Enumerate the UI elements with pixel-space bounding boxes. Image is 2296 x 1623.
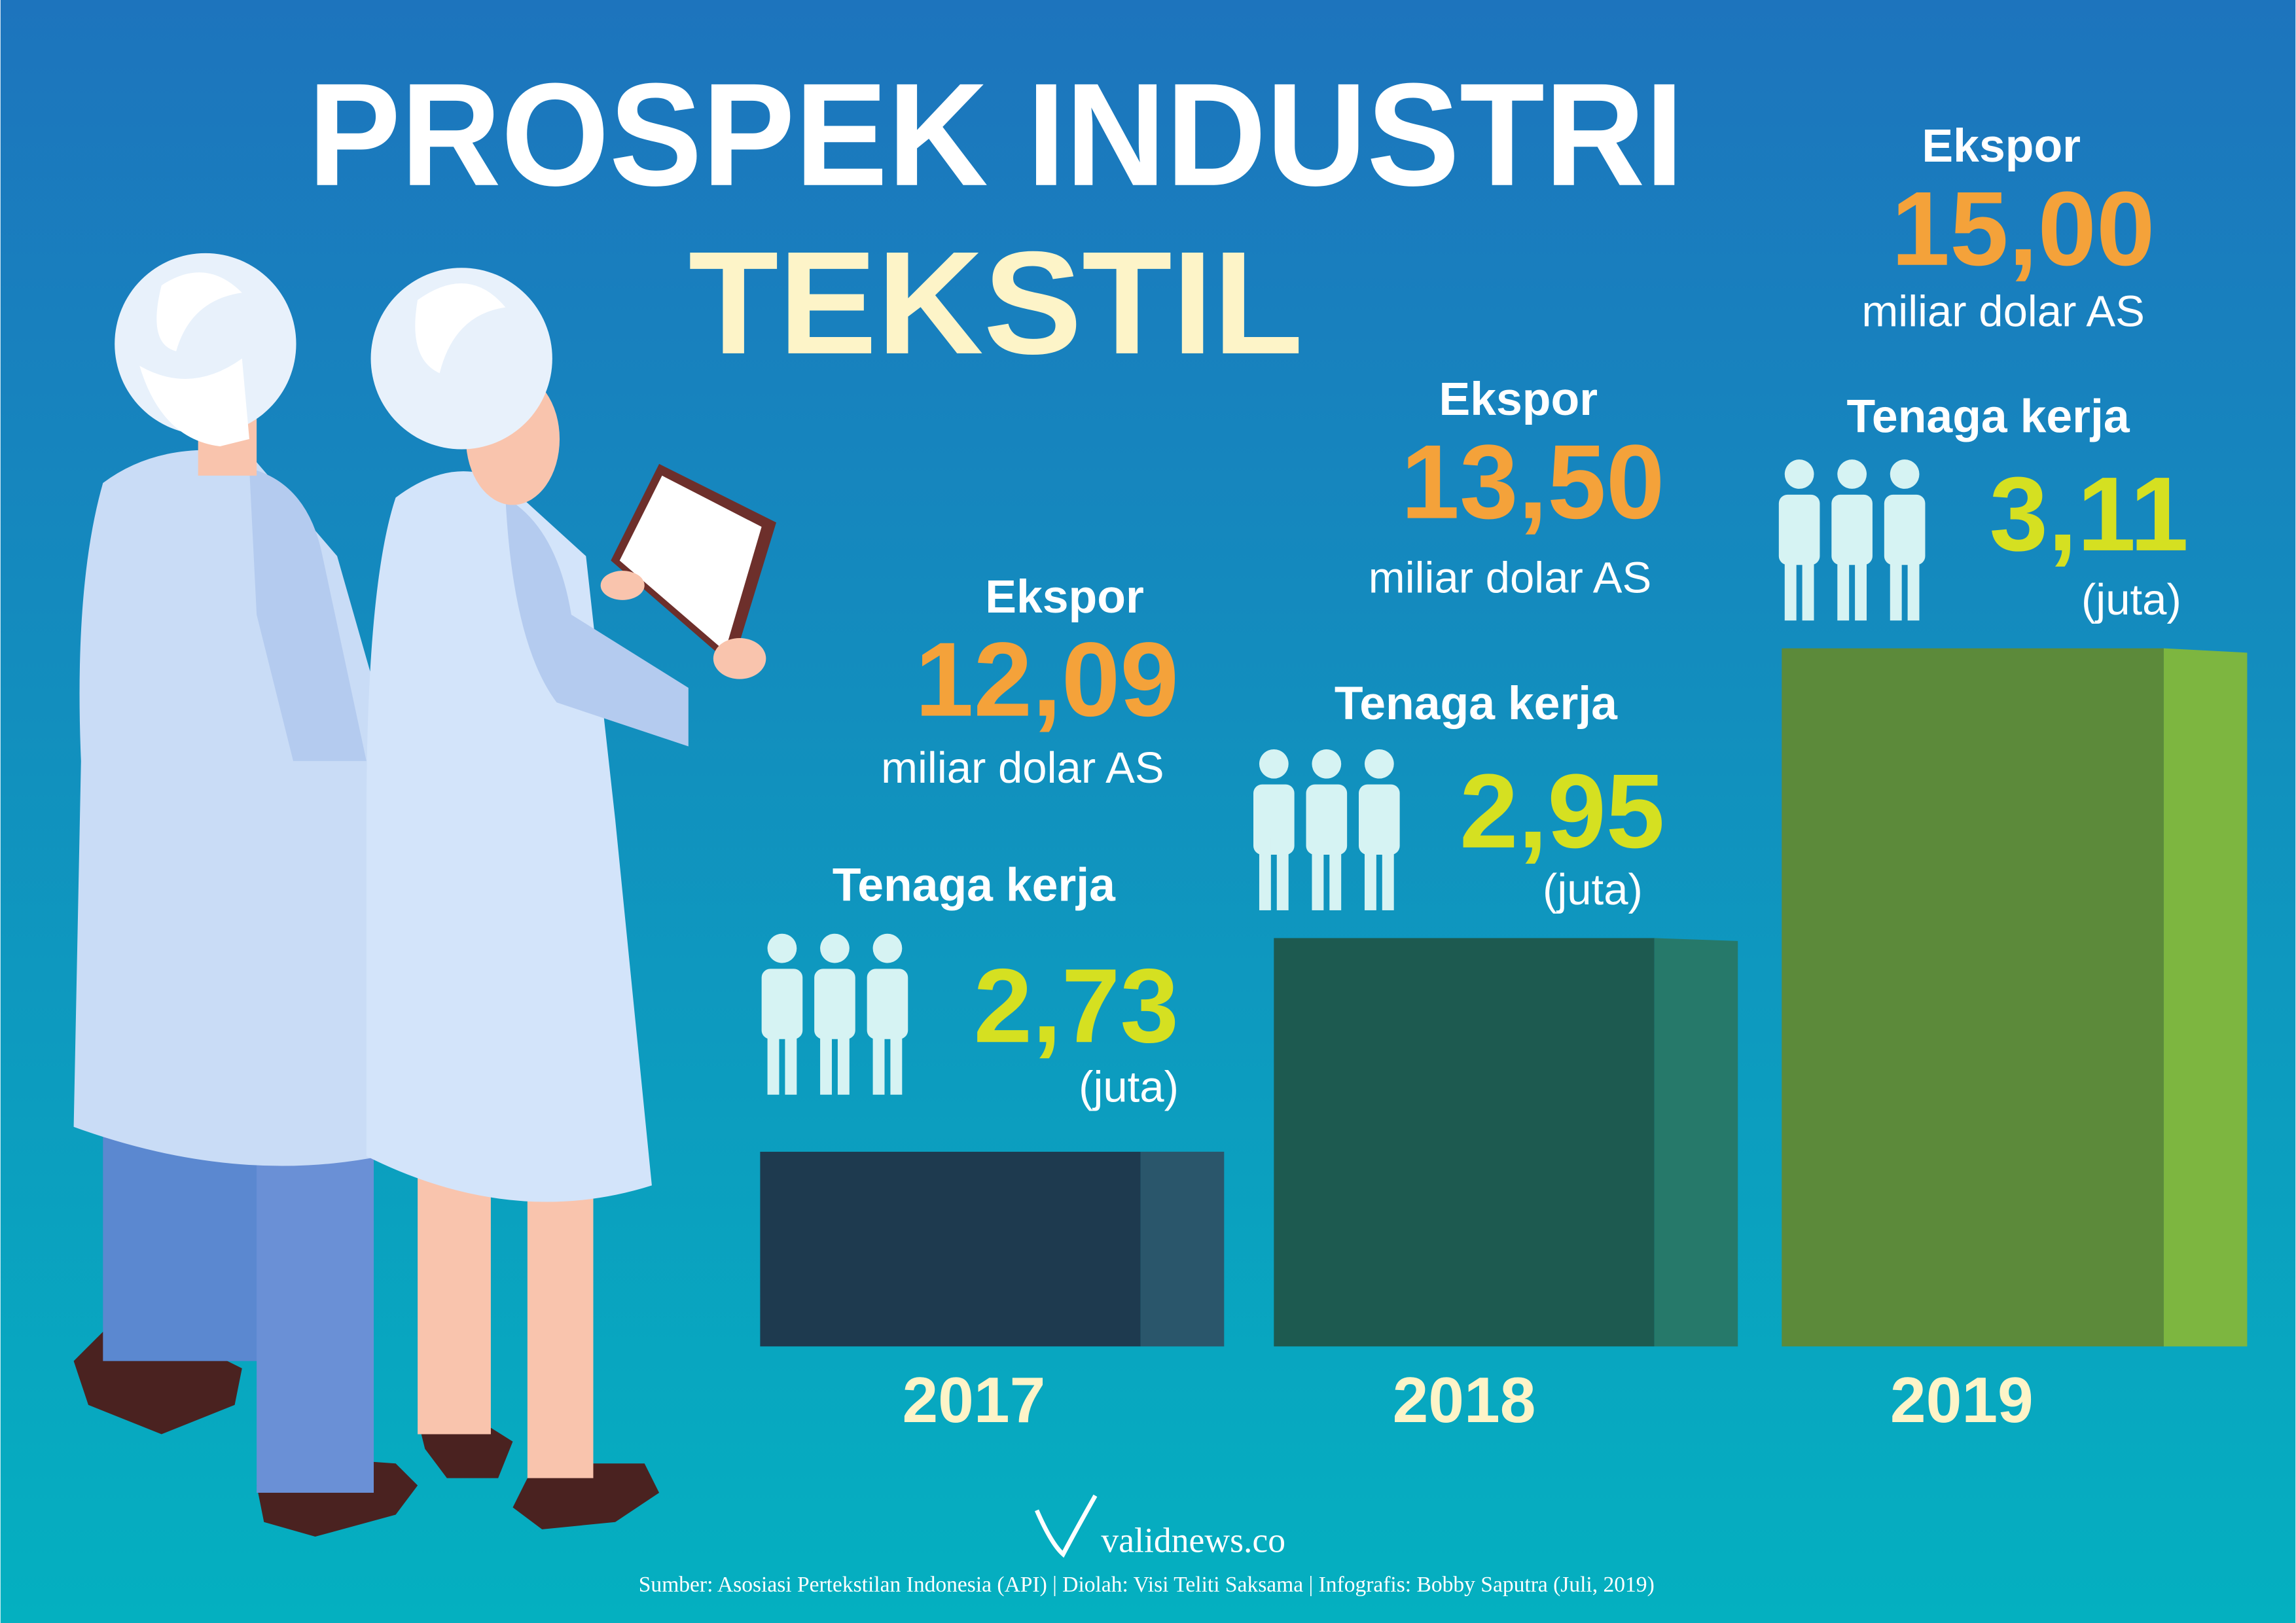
labor-unit: (juta) [1079,1063,1179,1112]
icon-head [1312,749,1342,779]
bar-side [2163,648,2248,1347]
icon-leg [785,1021,797,1095]
people-icon [1253,749,1400,910]
icon-leg [1276,837,1289,910]
year-label: 2017 [902,1364,1045,1436]
icon-leg [1312,837,1324,910]
bar-front [1782,648,2164,1347]
export-label: Ekspor [1439,373,1598,425]
icon-leg [1837,547,1850,621]
icon-head [1259,749,1289,779]
title-line2: TEKSTIL [689,222,1303,385]
bar-front [760,1151,1141,1347]
icon-head [1837,459,1867,489]
bar-front [1274,938,1655,1347]
brand-logo [1034,1494,1098,1558]
icon-leg [820,1021,832,1095]
labor-value: 2,95 [1460,753,1664,870]
icon-leg [1382,837,1394,910]
icon-head [1364,749,1394,779]
source: Sumber: Asosiasi Pertekstilan Indonesia … [639,1573,1655,1597]
export-value: 13,50 [1401,423,1664,541]
icon-leg [1802,547,1814,621]
icon-head [820,933,850,963]
bars [760,648,2248,1347]
icon-leg [890,1021,903,1095]
icon-leg [1907,547,1920,621]
bar-side [1654,938,1738,1347]
people-icon [1778,459,1926,621]
icon-leg [767,1021,780,1095]
year-label: 2019 [1890,1364,2034,1436]
labor-unit: (juta) [1543,865,1643,914]
icon-head [767,933,797,963]
export-unit: miliar dolar AS [1369,554,1651,603]
labor-label: Tenaga kerja [1335,677,1618,730]
export-label: Ekspor [985,571,1144,623]
icon-leg [1259,837,1271,910]
labor-unit: (juta) [2081,575,2181,624]
icon-leg [1364,837,1376,910]
export-label: Ekspor [1922,120,2081,172]
people-icon [761,933,908,1095]
icon-leg [837,1021,850,1095]
icon-leg [872,1021,885,1095]
icon-head [1890,459,1920,489]
title-line1: PROSPEK INDUSTRI [308,54,1683,217]
icon-head [1784,459,1814,489]
icon-leg [1855,547,1867,621]
icon-head [872,933,903,963]
bar-side [1140,1151,1225,1347]
brand: validnews.co [1101,1521,1285,1560]
icon-leg [1784,547,1797,621]
export-value: 12,09 [915,621,1179,739]
labor-value: 3,11 [1989,455,2188,573]
export-unit: miliar dolar AS [881,743,1164,793]
export-unit: miliar dolar AS [1861,287,2144,336]
icon-leg [1890,547,1902,621]
labor-label: Tenaga kerja [1847,391,2130,443]
illustration-workers [73,253,776,1537]
year-label: 2018 [1393,1364,1536,1436]
labor-value: 2,73 [974,947,1179,1065]
labor-label: Tenaga kerja [833,859,1116,911]
icon-leg [1329,837,1342,910]
export-value: 15,00 [1892,170,2155,288]
